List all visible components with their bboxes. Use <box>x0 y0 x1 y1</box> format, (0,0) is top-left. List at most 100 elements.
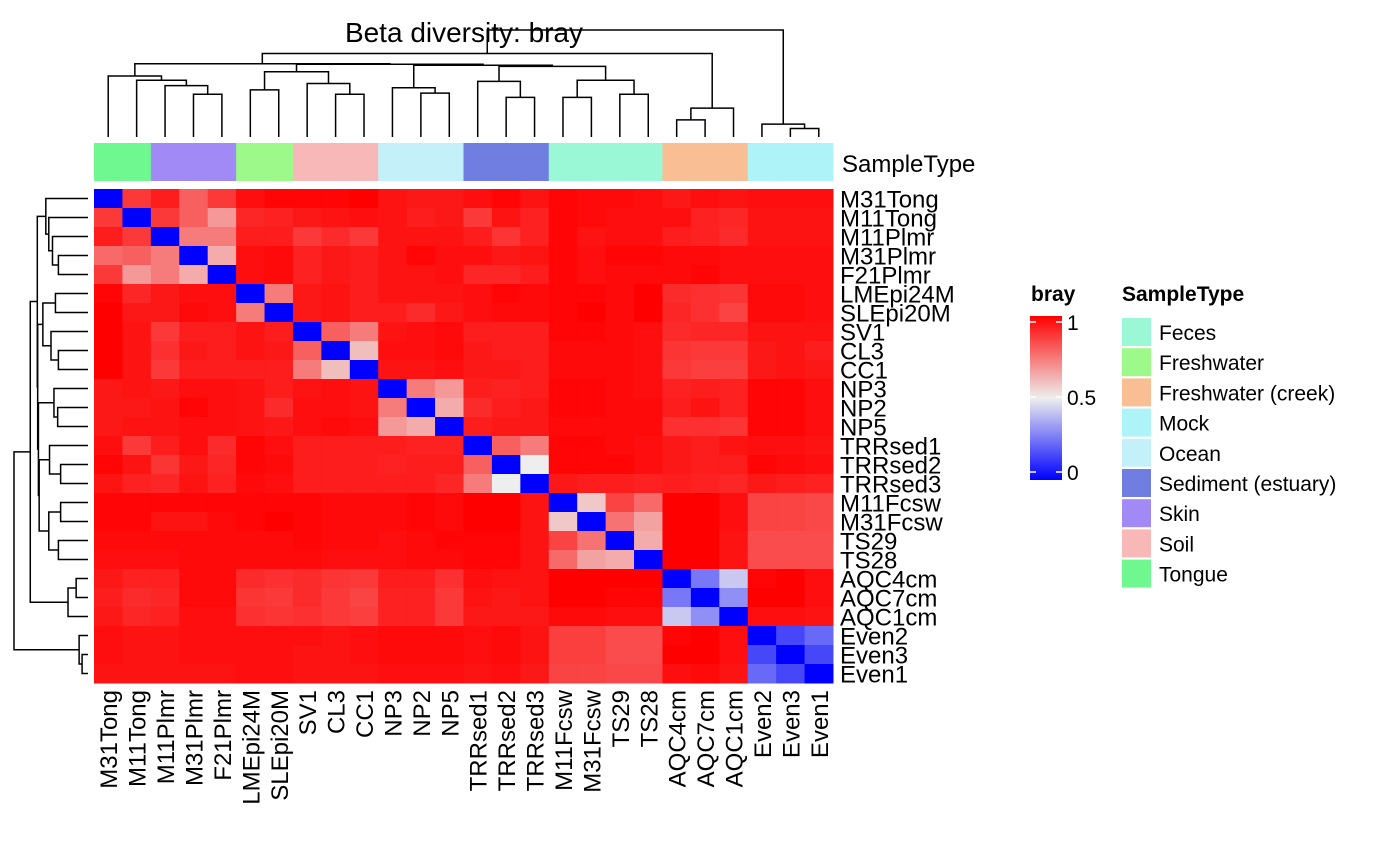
heatmap-cell <box>321 284 351 304</box>
column-label: NP3 <box>380 690 407 737</box>
heatmap-cell <box>94 626 123 646</box>
legend-label: Freshwater <box>1159 352 1264 375</box>
annotation-cell <box>520 143 550 181</box>
heatmap-cell <box>321 341 351 361</box>
heatmap-cell <box>747 246 777 266</box>
heatmap-cell <box>662 588 692 608</box>
heatmap-cell <box>776 398 806 418</box>
heatmap-cell <box>776 322 806 342</box>
heatmap-cell <box>122 322 152 342</box>
heatmap-cell <box>776 189 806 209</box>
heatmap-cell <box>634 569 663 589</box>
heatmap-cell <box>634 512 663 532</box>
heatmap-cell <box>349 645 379 665</box>
heatmap-cell <box>179 645 209 665</box>
row-label: AQC4cm <box>840 567 937 594</box>
heatmap-cell <box>264 626 294 646</box>
heatmap-cell <box>264 493 294 513</box>
heatmap-cell <box>634 626 663 646</box>
heatmap-cell <box>94 341 123 361</box>
heatmap-cell <box>662 322 692 342</box>
legend-swatch <box>1122 559 1151 588</box>
heatmap-cell <box>577 664 607 684</box>
heatmap-cell <box>520 398 550 418</box>
heatmap-cell <box>122 379 152 399</box>
heatmap-cell <box>406 360 436 380</box>
heatmap-cell <box>804 588 834 608</box>
heatmap-cell <box>690 341 720 361</box>
column-label: TRRsed1 <box>466 690 493 791</box>
heatmap-cell <box>179 208 209 228</box>
heatmap-cell <box>548 227 578 247</box>
color-scale-legend: bray 1 0.5 0 <box>1030 283 1096 485</box>
row-label: Even2 <box>840 624 908 651</box>
heatmap-cell <box>150 379 180 399</box>
heatmap-cell <box>264 550 294 570</box>
heatmap-cell <box>349 569 379 589</box>
heatmap-cell <box>378 436 408 456</box>
heatmap-cell <box>122 208 152 228</box>
heatmap-cell <box>150 664 180 684</box>
heatmap-cell <box>491 303 521 323</box>
heatmap-cell <box>179 246 209 266</box>
heatmap-cell <box>491 531 521 551</box>
dendrogram-branch <box>135 79 188 137</box>
heatmap-cell <box>605 227 635 247</box>
row-label: TS29 <box>840 529 897 556</box>
heatmap-cell <box>264 265 294 285</box>
heatmap-cell <box>719 474 749 494</box>
annotation-cell <box>378 143 408 181</box>
column-label: NP5 <box>437 690 464 737</box>
dendrogram-branch <box>761 123 806 137</box>
heatmap-cell <box>378 455 408 475</box>
column-label: SLEpi20M <box>267 690 294 801</box>
heatmap-cell <box>150 303 180 323</box>
heatmap-cell <box>776 436 806 456</box>
heatmap-cell <box>605 246 635 266</box>
heatmap-cell <box>577 341 607 361</box>
heatmap-cell <box>378 303 408 323</box>
heatmap-cell <box>577 588 607 608</box>
heatmap-cell <box>349 664 379 684</box>
heatmap-cell <box>264 398 294 418</box>
dendrogram-branch <box>789 127 820 137</box>
heatmap-cell <box>520 322 550 342</box>
heatmap-cell <box>179 474 209 494</box>
heatmap-cell <box>804 398 834 418</box>
heatmap-cell <box>690 189 720 209</box>
heatmap-cell <box>207 607 237 627</box>
heatmap-cell <box>804 626 834 646</box>
heatmap-cell <box>122 284 152 304</box>
heatmap-cell <box>94 189 123 209</box>
heatmap-cell <box>634 227 663 247</box>
dendrogram-branch <box>675 119 706 137</box>
heatmap-cell <box>491 322 521 342</box>
heatmap-cell <box>463 189 493 209</box>
heatmap-cell <box>719 645 749 665</box>
dendrogram-branch <box>59 463 88 485</box>
row-label: M11Plmr <box>840 225 934 252</box>
heatmap-cell <box>378 208 408 228</box>
heatmap-cell <box>179 379 209 399</box>
heatmap-cell <box>520 246 550 266</box>
heatmap-cell <box>321 208 351 228</box>
dendrogram-branch <box>75 577 88 599</box>
dendrogram-branch <box>50 330 88 361</box>
heatmap-cell <box>378 265 408 285</box>
legend-label: Ocean <box>1159 443 1221 466</box>
heatmap-cell <box>321 531 351 551</box>
heatmap-cell <box>435 379 464 399</box>
heatmap-cell <box>207 626 237 646</box>
row-label: CC1 <box>840 358 888 385</box>
heatmap-cell <box>719 607 749 627</box>
heatmap-cell <box>349 284 379 304</box>
heatmap-cell <box>605 189 635 209</box>
heatmap-cell <box>150 208 180 228</box>
heatmap-cell <box>94 550 123 570</box>
heatmap-cell <box>634 417 663 437</box>
heatmap-cell <box>321 550 351 570</box>
heatmap-cell <box>236 493 266 513</box>
heatmap-cell <box>605 436 635 456</box>
dendrogram-branch <box>81 653 88 675</box>
